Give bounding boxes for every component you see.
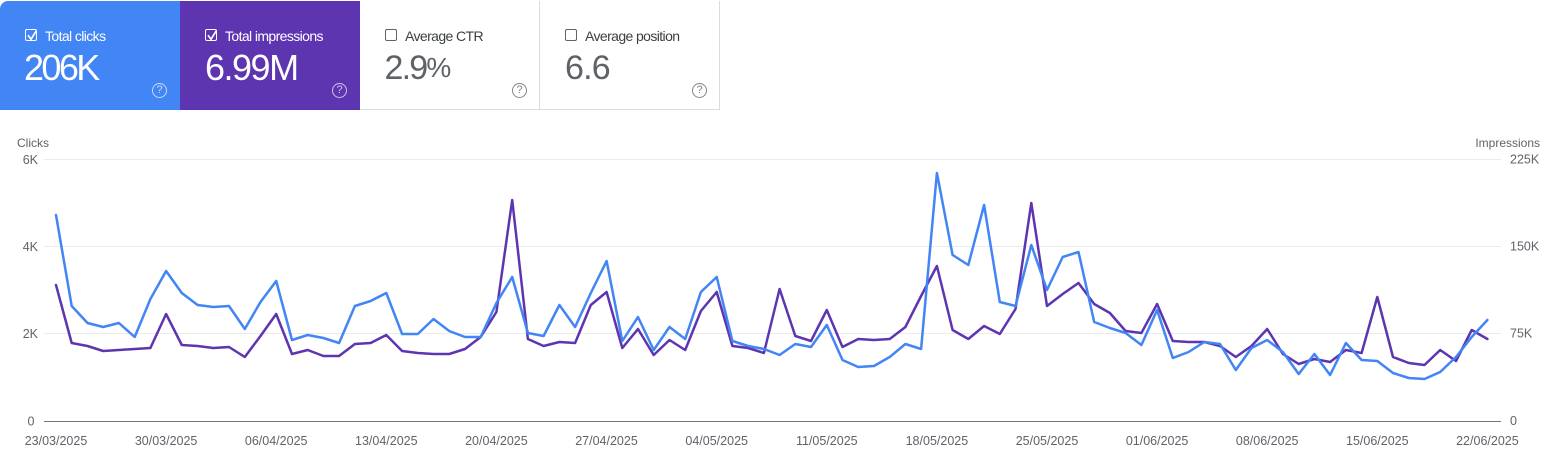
svg-text:2K: 2K [23, 327, 39, 341]
svg-text:4K: 4K [23, 240, 39, 254]
svg-text:225K: 225K [1510, 153, 1540, 167]
svg-text:13/04/2025: 13/04/2025 [355, 434, 418, 448]
svg-text:150K: 150K [1510, 240, 1540, 254]
svg-text:20/04/2025: 20/04/2025 [465, 434, 528, 448]
svg-text:18/05/2025: 18/05/2025 [906, 434, 969, 448]
svg-text:08/06/2025: 08/06/2025 [1236, 434, 1299, 448]
svg-text:0: 0 [28, 415, 35, 429]
svg-text:23/03/2025: 23/03/2025 [25, 434, 88, 448]
svg-text:27/04/2025: 27/04/2025 [575, 434, 638, 448]
svg-text:75K: 75K [1510, 327, 1533, 341]
svg-text:30/03/2025: 30/03/2025 [135, 434, 198, 448]
svg-text:Impressions: Impressions [1475, 136, 1540, 150]
svg-text:6K: 6K [23, 153, 39, 167]
svg-text:0: 0 [1510, 414, 1517, 428]
svg-text:22/06/2025: 22/06/2025 [1456, 434, 1519, 448]
svg-text:01/06/2025: 01/06/2025 [1126, 434, 1189, 448]
svg-text:Clicks: Clicks [17, 136, 49, 150]
svg-text:25/05/2025: 25/05/2025 [1016, 434, 1079, 448]
svg-text:15/06/2025: 15/06/2025 [1346, 434, 1409, 448]
svg-text:11/05/2025: 11/05/2025 [796, 434, 858, 448]
svg-text:06/04/2025: 06/04/2025 [245, 434, 308, 448]
svg-text:04/05/2025: 04/05/2025 [685, 434, 748, 448]
